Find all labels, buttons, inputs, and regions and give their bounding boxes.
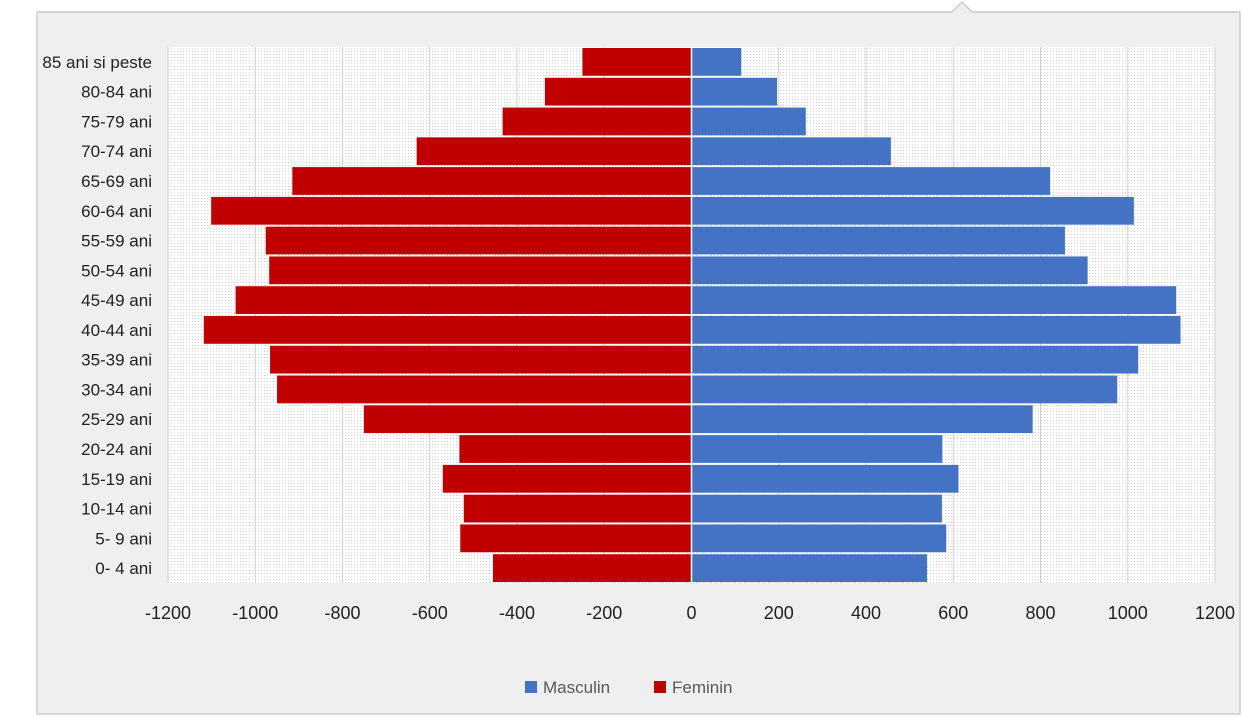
bar-feminin xyxy=(292,167,692,195)
x-tick-label: -600 xyxy=(412,603,448,623)
category-label: 55-59 ani xyxy=(81,232,152,251)
x-tick-label: -400 xyxy=(499,603,535,623)
bar-masculin xyxy=(691,405,1033,434)
bar-masculin xyxy=(691,524,947,553)
bar-masculin xyxy=(691,435,943,463)
category-label: 65-69 ani xyxy=(81,172,152,191)
x-tick-label: -200 xyxy=(586,603,622,623)
category-label: 25-29 ani xyxy=(81,410,152,429)
bar-feminin xyxy=(269,256,692,285)
bar-masculin xyxy=(691,345,1139,374)
x-tick-label: 0 xyxy=(686,603,696,623)
x-tick-label: 200 xyxy=(764,603,794,623)
category-label: 0- 4 ani xyxy=(95,559,152,578)
legend-label-masculin: Masculin xyxy=(543,678,610,697)
legend: Masculin Feminin xyxy=(525,678,732,697)
bar-masculin xyxy=(691,494,942,523)
bar-masculin xyxy=(691,48,742,76)
bar-feminin xyxy=(442,464,692,493)
bar-masculin xyxy=(691,554,928,582)
bar-feminin xyxy=(363,405,692,434)
bar-masculin xyxy=(691,226,1065,255)
category-label: 75-79 ani xyxy=(81,112,152,131)
bar-feminin xyxy=(211,196,692,225)
bar-masculin xyxy=(691,316,1181,344)
bar-feminin xyxy=(265,226,692,255)
category-label: 70-74 ani xyxy=(81,142,152,161)
bar-feminin xyxy=(270,345,692,374)
bar-masculin xyxy=(691,286,1177,314)
bars xyxy=(203,47,1181,583)
x-tick-label: 1000 xyxy=(1108,603,1148,623)
legend-label-feminin: Feminin xyxy=(672,678,732,697)
category-label: 45-49 ani xyxy=(81,291,152,310)
bar-feminin xyxy=(493,554,692,582)
x-tick-label: 600 xyxy=(938,603,968,623)
category-label: 10-14 ani xyxy=(81,500,152,519)
x-tick-label: 400 xyxy=(851,603,881,623)
bar-masculin xyxy=(691,77,778,106)
x-tick-label: -1200 xyxy=(145,603,191,623)
x-tick-label: 1200 xyxy=(1195,603,1235,623)
bar-feminin xyxy=(277,375,692,404)
legend-swatch-feminin xyxy=(654,681,666,693)
category-label: 35-39 ani xyxy=(81,351,152,370)
category-label: 20-24 ani xyxy=(81,440,152,459)
legend-swatch-masculin xyxy=(525,681,537,693)
category-label: 85 ani si peste xyxy=(42,53,152,72)
bar-feminin xyxy=(544,77,692,106)
bar-masculin xyxy=(691,375,1118,404)
bar-feminin xyxy=(235,286,692,314)
category-label: 60-64 ani xyxy=(81,202,152,221)
bar-feminin xyxy=(460,524,692,553)
bar-masculin xyxy=(691,167,1051,195)
bar-feminin xyxy=(502,107,692,136)
category-label: 5- 9 ani xyxy=(95,529,152,548)
bar-masculin xyxy=(691,196,1134,225)
bar-feminin xyxy=(582,48,692,76)
bar-masculin xyxy=(691,464,959,493)
x-tick-label: -1000 xyxy=(232,603,278,623)
category-labels: 85 ani si peste 80-84 ani 75-79 ani 70-74 a… xyxy=(42,53,152,578)
x-tick-labels: -1200 -1000 -800 -600 -400 -200 0 200 400 600 800 1… xyxy=(145,603,1235,623)
x-tick-label: -800 xyxy=(324,603,360,623)
category-label: 15-19 ani xyxy=(81,470,152,489)
gridlines xyxy=(167,47,1216,583)
category-label: 50-54 ani xyxy=(81,261,152,280)
bar-masculin xyxy=(691,256,1088,285)
bar-feminin xyxy=(463,494,692,523)
bar-feminin xyxy=(203,316,692,344)
bar-feminin xyxy=(459,435,692,463)
bar-masculin xyxy=(691,107,806,136)
category-label: 40-44 ani xyxy=(81,321,152,340)
bar-masculin xyxy=(691,137,891,166)
category-label: 80-84 ani xyxy=(81,83,152,102)
category-label: 30-34 ani xyxy=(81,380,152,399)
x-tick-label: 800 xyxy=(1025,603,1055,623)
bar-feminin xyxy=(416,137,692,166)
